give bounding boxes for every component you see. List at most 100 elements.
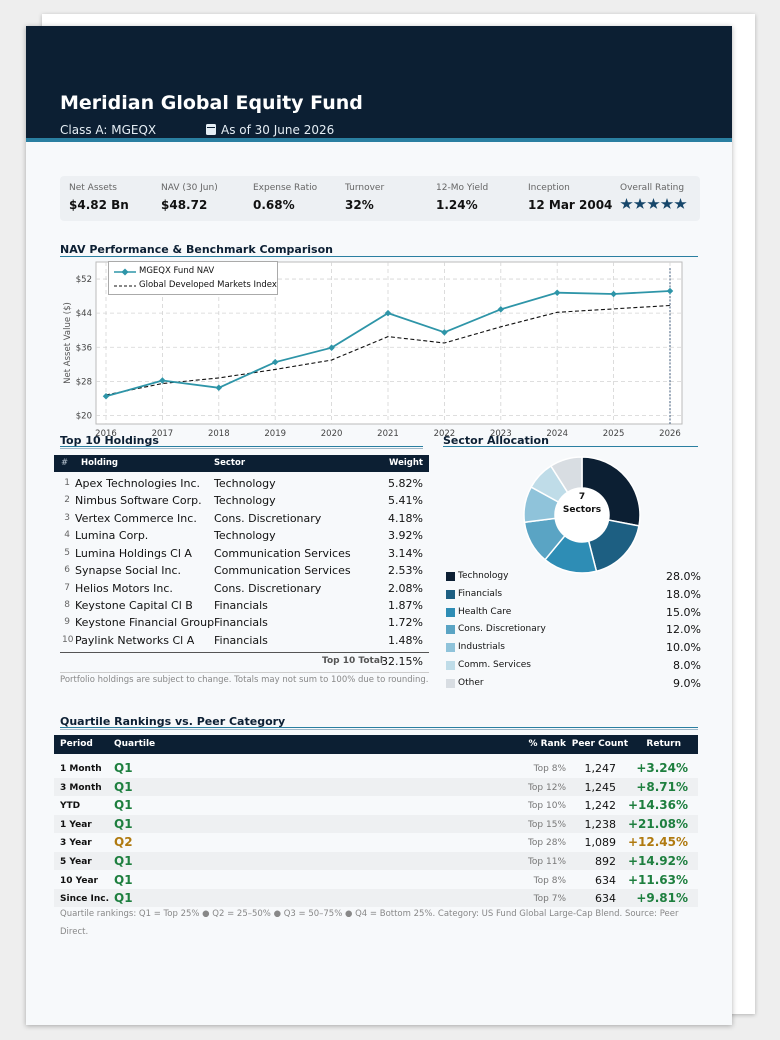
period-label: 3 Month [60, 782, 102, 793]
sector-value: 18.0% [666, 587, 701, 601]
rating-star-icon [660, 198, 674, 209]
period-label: 3 Year [60, 838, 92, 849]
rating-star-icon [647, 198, 660, 209]
sector-swatch [446, 678, 455, 688]
stat-yield: 12-Mo Yield 1.24% [436, 183, 488, 212]
holding-weight: 2.08% [388, 582, 423, 595]
holding-row: 7 Helios Motors Inc. Cons. Discretionary 2.… [54, 581, 429, 598]
sector-legend-item: Industrials 10.0% [446, 641, 701, 658]
legend-swatch-benchmark [114, 285, 136, 287]
quartile-value: Q2 [114, 835, 133, 850]
calendar-icon [206, 124, 216, 135]
col-weight: Weight [389, 458, 423, 468]
rank-value: Top 8% [533, 875, 566, 886]
fund-nav-point [666, 287, 674, 295]
holding-weight: 3.14% [388, 547, 423, 560]
sector-count-label: Sectors [562, 505, 602, 515]
sector-swatch [446, 643, 455, 653]
stat-value: 12 Mar 2004 [528, 198, 613, 212]
fund-nav-point [384, 309, 392, 317]
chart-legend: MGEQX Fund NAV Global Developed Markets … [108, 261, 278, 295]
sector-legend-item: Financials 18.0% [446, 588, 701, 605]
col-num: # [61, 458, 69, 468]
benchmark-line [105, 304, 671, 396]
holding-row: 9 Keystone Financial Group Financials 1.72% [54, 615, 429, 632]
quartile-value: Q1 [114, 816, 133, 831]
x-tick-label: 2023 [490, 429, 512, 439]
holding-row: 5 Lumina Holdings Cl A Communication Servi… [54, 546, 429, 563]
sector-legend-item: Comm. Services 8.0% [446, 659, 701, 676]
sector-value: 15.0% [666, 605, 701, 619]
stat-inception: Inception 12 Mar 2004 [528, 183, 612, 212]
quartile-value: Q1 [114, 891, 133, 906]
return-value: +11.63% [627, 872, 688, 887]
sector-legend-item: Other 9.0% [446, 677, 701, 694]
sector-swatch [446, 625, 455, 635]
holding-sector: Financials [214, 616, 268, 629]
sector-value: 8.0% [673, 659, 701, 672]
rating-stars [620, 198, 688, 213]
peer-count-value: 1,089 [584, 836, 617, 850]
return-value: +14.36% [627, 798, 688, 813]
sector-legend-item: Health Care 15.0% [446, 606, 701, 623]
period-label: 1 Year [60, 819, 92, 830]
sector-value: 10.0% [666, 641, 701, 655]
total-rule [60, 652, 429, 653]
x-tick-label: 2024 [546, 429, 568, 439]
stat-expense-ratio: Expense Ratio 0.68% [253, 183, 317, 212]
quartile-value: Q1 [114, 854, 133, 868]
x-tick-label: 2021 [377, 429, 399, 439]
legend-label-fund: MGEQX Fund NAV [139, 266, 215, 276]
holding-name: Vertex Commerce Inc. [75, 512, 197, 525]
sector-swatch [446, 661, 455, 670]
holding-name: Keystone Financial Group [75, 616, 215, 629]
holding-sector: Cons. Discretionary [214, 512, 322, 525]
holding-weight: 2.53% [388, 564, 423, 577]
header-band: Meridian Global Equity Fund Class A: MGE… [26, 26, 732, 138]
fund-nav-point [441, 329, 448, 336]
stat-label: Turnover [345, 183, 385, 193]
sector-value: 9.0% [673, 676, 701, 690]
sector-donut-chart [523, 456, 641, 574]
sector-name: Health Care [458, 606, 512, 617]
holding-row: 2 Nimbus Software Corp. Technology 5.41% [54, 493, 429, 510]
quartile-value: Q1 [114, 779, 133, 794]
stat-value: 1.24% [436, 198, 478, 212]
x-tick-label: 2017 [152, 429, 174, 439]
stat-nav: NAV (30 Jun) $48.72 [161, 183, 218, 212]
holding-rank: 9 [64, 617, 70, 627]
holding-weight: 5.41% [388, 494, 423, 507]
return-value: +12.45% [627, 835, 688, 850]
sector-swatch [446, 572, 455, 581]
x-tick-label: 2019 [264, 429, 286, 439]
y-tick-label: $52 [76, 275, 92, 285]
return-value: +21.08% [627, 816, 688, 831]
rank-value: Top 8% [533, 764, 566, 774]
share-class: Class A: MGEQX [60, 123, 157, 137]
holding-row: 1 Apex Technologies Inc. Technology 5.82% [54, 476, 429, 493]
holding-weight: 5.82% [388, 477, 423, 490]
stat-label: NAV (30 Jun) [161, 183, 218, 193]
quartile-note-line2: Direct. [60, 927, 89, 937]
sector-name: Industrials [458, 642, 505, 653]
as-of-text: As of 30 June 2026 [221, 123, 335, 137]
peer-count-value: 1,238 [584, 817, 617, 831]
total-rule-bottom [60, 672, 429, 673]
col-quartile: Quartile [114, 739, 156, 749]
stat-turnover: Turnover 32% [345, 183, 384, 212]
section-rule-thin [60, 729, 698, 730]
section-rule-thin [60, 448, 423, 449]
stat-value: $48.72 [161, 198, 208, 212]
rank-value: Top 15% [527, 819, 566, 830]
quartile-row: 3 Year Q2 Top 28% 1,089 +12.45% [54, 833, 698, 851]
peer-count-value: 1,242 [584, 799, 617, 813]
holding-sector: Technology [214, 494, 276, 507]
holding-rank: 3 [64, 513, 70, 523]
quartile-table-header: Period Quartile % Rank Peer Count Return [54, 735, 698, 754]
total-label: Top 10 Total [322, 656, 383, 666]
col-period: Period [60, 739, 93, 749]
legend-label-benchmark: Global Developed Markets Index [139, 280, 277, 290]
holding-name: Lumina Holdings Cl A [75, 547, 192, 560]
peer-count-value: 892 [595, 855, 616, 868]
quartile-note-line1: Quartile rankings: Q1 = Top 25% ● Q2 = 2… [60, 909, 679, 919]
